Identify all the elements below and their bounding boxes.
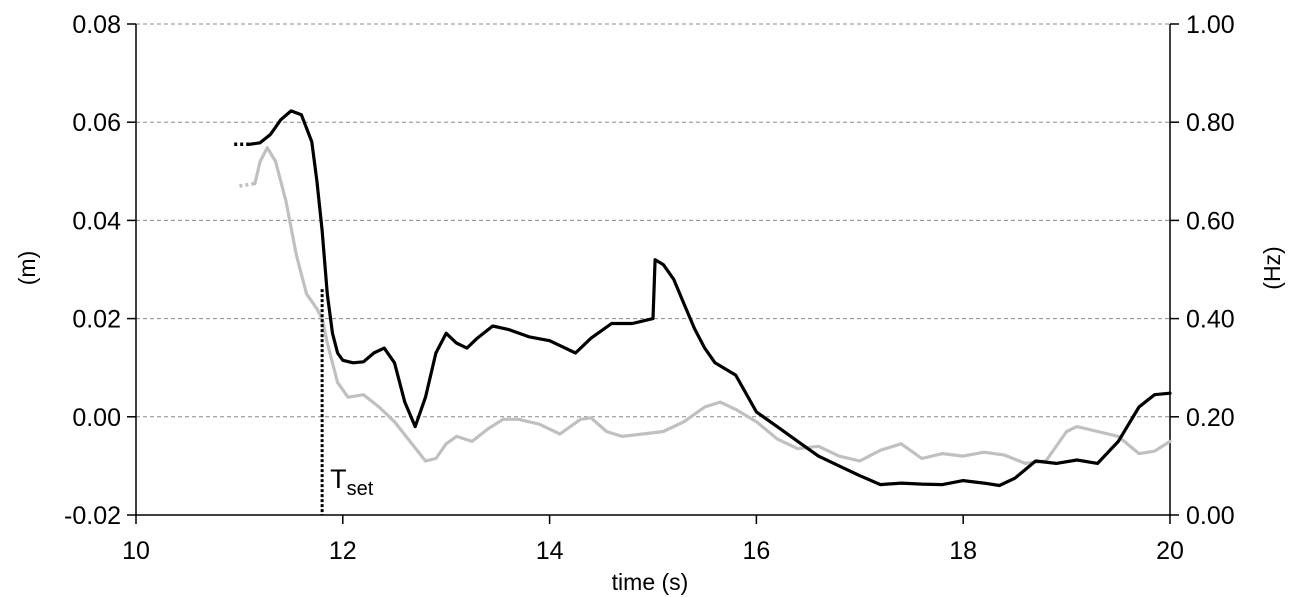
x-axis-title: time (s) xyxy=(612,569,689,595)
y-left-tick-label: 0.00 xyxy=(72,404,121,432)
x-tick-label: 12 xyxy=(329,537,357,565)
tset-annotation: Tset xyxy=(320,289,374,515)
x-tick-label: 16 xyxy=(742,537,770,565)
series-line-grey xyxy=(253,146,1172,465)
y-left-tick-label: -0.02 xyxy=(64,502,121,530)
tset-label: Tset xyxy=(330,464,374,500)
x-tick-label: 20 xyxy=(1156,537,1184,565)
y-axis-right-title: (Hz) xyxy=(1259,246,1285,289)
data-series xyxy=(234,109,1172,488)
y-left-tick-label: 0.06 xyxy=(72,109,121,137)
y-right-tick-label: 0.60 xyxy=(1186,207,1235,235)
y-right-tick-label: 0.80 xyxy=(1186,109,1235,137)
axes xyxy=(127,23,1179,524)
y-left-tick-label: 0.02 xyxy=(72,306,121,334)
y-right-tick-label: 0.20 xyxy=(1186,404,1235,432)
y-axis-left-title: (m) xyxy=(14,251,40,285)
y-right-tick-label: 1.00 xyxy=(1186,11,1235,39)
tset-label-subscript: set xyxy=(347,478,374,500)
gridlines xyxy=(136,23,1170,418)
x-tick-label: 14 xyxy=(536,537,564,565)
tset-label-main: T xyxy=(330,464,347,494)
y-left-tick-label: 0.04 xyxy=(72,207,121,235)
series-lead-in-dotted xyxy=(239,181,256,188)
x-tick-label: 10 xyxy=(122,537,150,565)
x-tick-label: 18 xyxy=(949,537,977,565)
tick-labels: -0.02 0.00 0.00 0.20 0.02 0.40 0.04 0.60 0.06 0.8… xyxy=(64,11,1235,565)
y-left-tick-label: 0.08 xyxy=(72,11,121,39)
y-right-tick-label: 0.40 xyxy=(1186,306,1235,334)
y-right-tick-label: 0.00 xyxy=(1186,502,1235,530)
series-line-black xyxy=(248,109,1172,488)
